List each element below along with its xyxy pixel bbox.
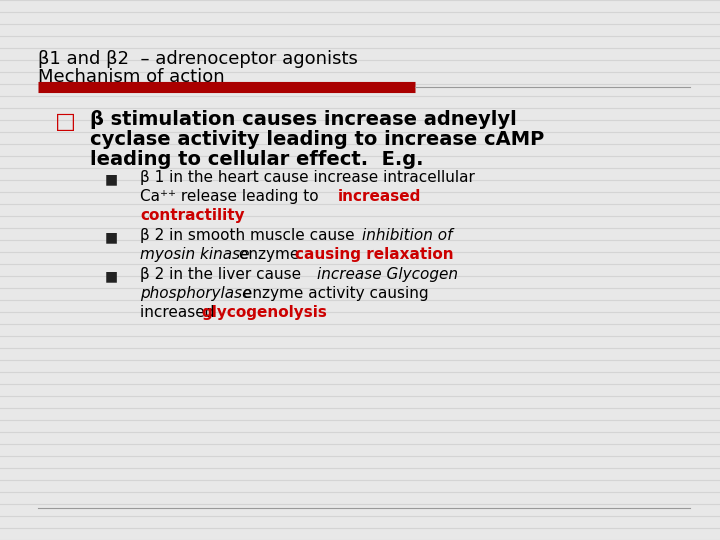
- Text: causing relaxation: causing relaxation: [295, 247, 454, 262]
- Text: myosin kinase: myosin kinase: [140, 247, 250, 262]
- Text: □: □: [55, 112, 76, 132]
- Text: ■: ■: [105, 269, 118, 283]
- Text: enzyme activity causing: enzyme activity causing: [238, 286, 428, 301]
- Text: phosphorylase: phosphorylase: [140, 286, 251, 301]
- Text: β 2 in smooth muscle cause: β 2 in smooth muscle cause: [140, 228, 359, 243]
- Text: inhibition of: inhibition of: [362, 228, 452, 243]
- Text: Mechanism of action: Mechanism of action: [38, 68, 225, 86]
- Text: increased: increased: [140, 305, 220, 320]
- Text: β 2 in the liver cause: β 2 in the liver cause: [140, 267, 306, 282]
- Text: glycogenolysis: glycogenolysis: [201, 305, 327, 320]
- Text: β1 and β2  – adrenoceptor agonists: β1 and β2 – adrenoceptor agonists: [38, 50, 358, 68]
- Text: cyclase activity leading to increase cAMP: cyclase activity leading to increase cAM…: [90, 130, 544, 149]
- Text: increased: increased: [338, 189, 421, 204]
- Text: Ca⁺⁺ release leading to: Ca⁺⁺ release leading to: [140, 189, 323, 204]
- Text: enzyme: enzyme: [234, 247, 305, 262]
- Text: leading to cellular effect.  E.g.: leading to cellular effect. E.g.: [90, 150, 423, 169]
- Text: ■: ■: [105, 230, 118, 244]
- Text: ■: ■: [105, 172, 118, 186]
- Text: β stimulation causes increase adneylyl: β stimulation causes increase adneylyl: [90, 110, 517, 129]
- Text: contractility: contractility: [140, 208, 245, 223]
- Text: increase Glycogen: increase Glycogen: [317, 267, 458, 282]
- Text: β 1 in the heart cause increase intracellular: β 1 in the heart cause increase intracel…: [140, 170, 475, 185]
